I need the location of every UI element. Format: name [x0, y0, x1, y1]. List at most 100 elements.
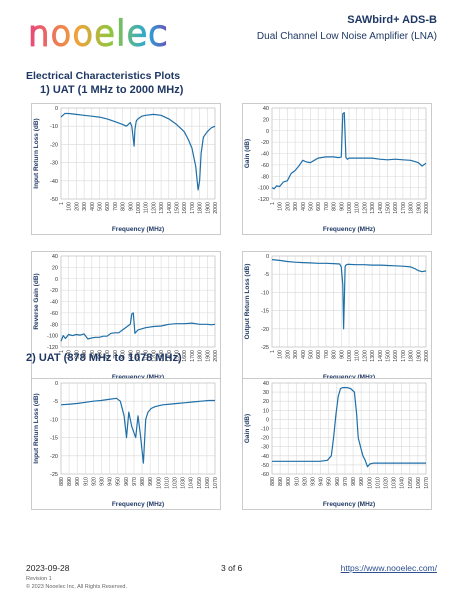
x-tick-label: 980 — [351, 477, 357, 486]
chart-svg: 0-5-10-15-20-251 100 200 300 400 500 600 700 800… — [242, 251, 432, 383]
x-tick-label: 1900 — [205, 202, 211, 214]
y-tick-label: 0 — [266, 129, 269, 135]
y-tick-label: -5 — [53, 399, 58, 405]
x-tick-label: 1300 — [159, 202, 165, 214]
x-tick-label: 200 — [285, 350, 291, 359]
y-tick-label: -20 — [261, 327, 269, 333]
y-tick-label: 0 — [266, 417, 269, 423]
y-tick-label: -25 — [50, 472, 58, 478]
y-axis-label: Reverse Gain (dB) — [33, 273, 40, 329]
y-tick-label: -10 — [261, 290, 269, 296]
series-line — [60, 312, 216, 342]
x-tick-label: 1040 — [189, 477, 195, 489]
x-tick-label: 950 — [327, 477, 333, 486]
x-tick-label: 1500 — [175, 202, 181, 214]
y-tick-label: 0 — [55, 106, 58, 112]
x-tick-label: 1200 — [151, 202, 157, 214]
x-tick-label: 1800 — [409, 202, 415, 214]
y-tick-label: -5 — [264, 272, 269, 278]
y-tick-label: 20 — [263, 117, 269, 123]
x-tick-label: 1600 — [393, 350, 399, 362]
plot-area — [60, 255, 216, 348]
x-tick-label: 2000 — [424, 202, 430, 214]
x-tick-label: 970 — [132, 477, 138, 486]
x-tick-label: 980 — [140, 477, 146, 486]
x-tick-label: 1000 — [136, 202, 142, 214]
nooelec-logo: nooelec — [28, 14, 168, 54]
x-axis-label: Frequency (MHz) — [323, 501, 375, 508]
y-tick-label: -100 — [258, 186, 269, 192]
footer-date: 2023-09-28 — [26, 563, 70, 573]
x-tick-label: 1200 — [362, 202, 368, 214]
x-tick-label: 890 — [278, 477, 284, 486]
x-tick-label: 930 — [100, 477, 106, 486]
x-tick-label: 1500 — [386, 350, 392, 362]
y-tick-label: 0 — [266, 254, 269, 260]
logo-text: nooelec — [28, 14, 168, 54]
x-tick-label: 1400 — [167, 350, 173, 362]
x-tick-label: 1050 — [197, 477, 203, 489]
y-tick-label: -25 — [261, 345, 269, 351]
x-tick-label: 950 — [116, 477, 122, 486]
y-tick-label: -40 — [50, 300, 58, 306]
x-tick-label: 200 — [285, 202, 291, 211]
plot-area — [271, 255, 427, 348]
y-tick-label: -20 — [261, 140, 269, 146]
x-tick-label: 1700 — [190, 202, 196, 214]
x-tick-label: 700 — [113, 202, 119, 211]
y-tick-label: -20 — [261, 436, 269, 442]
y-tick-label: 30 — [263, 390, 269, 396]
x-tick-label: 100 — [67, 202, 73, 211]
x-tick-label: 1020 — [383, 477, 389, 489]
x-tick-label: 100 — [278, 350, 284, 359]
x-tick-label: 300 — [82, 350, 88, 359]
x-tick-label: 990 — [359, 477, 365, 486]
y-tick-label: 0 — [55, 381, 58, 387]
y-tick-label: -40 — [261, 152, 269, 158]
chart-svg: 0-10-20-30-40-501 100 200 300 400 500 600 700 80… — [31, 103, 221, 235]
chart-frame — [242, 251, 432, 383]
x-tick-label: 880 — [270, 477, 276, 486]
x-tick-label: 1100 — [355, 202, 361, 213]
series-line — [60, 112, 216, 191]
x-tick-label: 1600 — [182, 202, 188, 214]
x-tick-label: 200 — [74, 350, 80, 359]
y-tick-label: -80 — [50, 322, 58, 328]
x-axis-label: Frequency (MHz) — [112, 226, 164, 233]
header-title: SAWbird+ ADS-B — [347, 14, 437, 26]
x-tick-label: 100 — [67, 350, 73, 359]
y-tick-label: 10 — [263, 408, 269, 414]
x-tick-label: 1300 — [159, 350, 165, 362]
x-tick-label: 890 — [67, 477, 73, 486]
x-axis-label: Frequency (MHz) — [112, 374, 164, 381]
y-axis-label: Output Return Loss (dB) — [244, 264, 251, 340]
series-line — [272, 387, 426, 468]
y-tick-label: -30 — [261, 445, 269, 451]
y-tick-label: -60 — [261, 163, 269, 169]
y-tick-label: 0 — [55, 277, 58, 283]
x-tick-label: 1800 — [198, 202, 204, 214]
x-tick-label: 800 — [332, 202, 338, 211]
subsection-title-1: 1) UAT (1 MHz to 2000 MHz) — [40, 84, 184, 96]
x-tick-label: 1100 — [144, 350, 150, 361]
footer-website-link[interactable]: https://www.nooelec.com/ — [340, 563, 437, 573]
x-tick-label: 900 — [339, 350, 345, 359]
x-tick-label: 1400 — [378, 202, 384, 214]
x-tick-label: 1010 — [164, 477, 170, 489]
x-tick-label: 1300 — [370, 202, 376, 214]
x-tick-label: 1 — [59, 350, 65, 353]
y-tick-label: -20 — [50, 142, 58, 148]
x-tick-label: 400 — [301, 202, 307, 211]
x-tick-label: 1000 — [136, 350, 142, 362]
x-tick-label: 1400 — [378, 350, 384, 362]
y-tick-label: -100 — [47, 334, 58, 340]
y-axis-label: Gain (dB) — [244, 139, 251, 168]
x-tick-label: 990 — [148, 477, 154, 486]
series-line — [271, 259, 427, 330]
footer-copyright: © 2023 Nooelec Inc. All Rights Reserved. — [26, 584, 127, 590]
y-tick-label: -40 — [50, 179, 58, 185]
x-tick-label: 900 — [128, 350, 134, 359]
x-tick-label: 930 — [311, 477, 317, 486]
x-tick-label: 1900 — [416, 202, 422, 214]
